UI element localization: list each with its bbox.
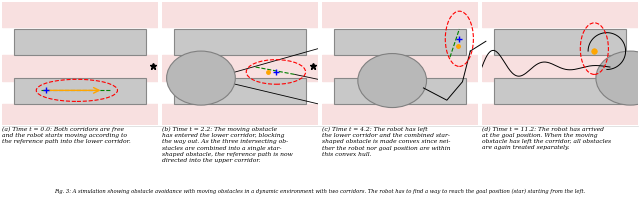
Bar bbox=[2, 55, 158, 81]
Circle shape bbox=[358, 53, 426, 108]
Bar bbox=[482, 2, 638, 27]
Bar bbox=[322, 104, 478, 125]
Bar bbox=[335, 78, 465, 104]
Bar bbox=[175, 78, 305, 104]
Bar bbox=[162, 104, 318, 125]
Bar bbox=[322, 55, 478, 81]
Bar bbox=[482, 104, 638, 125]
Text: (a) Time t = 0.0: Both corridors are free
and the robot starts moving according : (a) Time t = 0.0: Both corridors are fre… bbox=[2, 127, 131, 144]
Text: (d) Time t = 11.2: The robot has arrived
at the goal position. When the moving
o: (d) Time t = 11.2: The robot has arrived… bbox=[482, 127, 611, 150]
Bar bbox=[482, 55, 638, 81]
Bar bbox=[322, 2, 478, 27]
Bar bbox=[15, 29, 145, 55]
Bar bbox=[335, 29, 465, 55]
Bar bbox=[495, 29, 625, 55]
Text: Fig. 3: A simulation showing obstacle avoidance with moving obstacles in a dynam: Fig. 3: A simulation showing obstacle av… bbox=[54, 188, 586, 194]
Bar bbox=[2, 2, 158, 27]
Circle shape bbox=[596, 51, 640, 105]
Text: (b) Time t = 2.2: The moving obstacle
has entered the lower corridor, blocking
t: (b) Time t = 2.2: The moving obstacle ha… bbox=[162, 127, 292, 163]
Bar bbox=[2, 104, 158, 125]
Bar bbox=[162, 2, 318, 27]
Bar bbox=[175, 29, 305, 55]
Circle shape bbox=[166, 51, 236, 105]
Text: (c) Time t = 4.2: The robot has left
the lower corridor and the combined star-
s: (c) Time t = 4.2: The robot has left the… bbox=[322, 127, 451, 157]
Bar bbox=[495, 78, 625, 104]
Bar bbox=[162, 55, 318, 81]
Bar bbox=[15, 78, 145, 104]
